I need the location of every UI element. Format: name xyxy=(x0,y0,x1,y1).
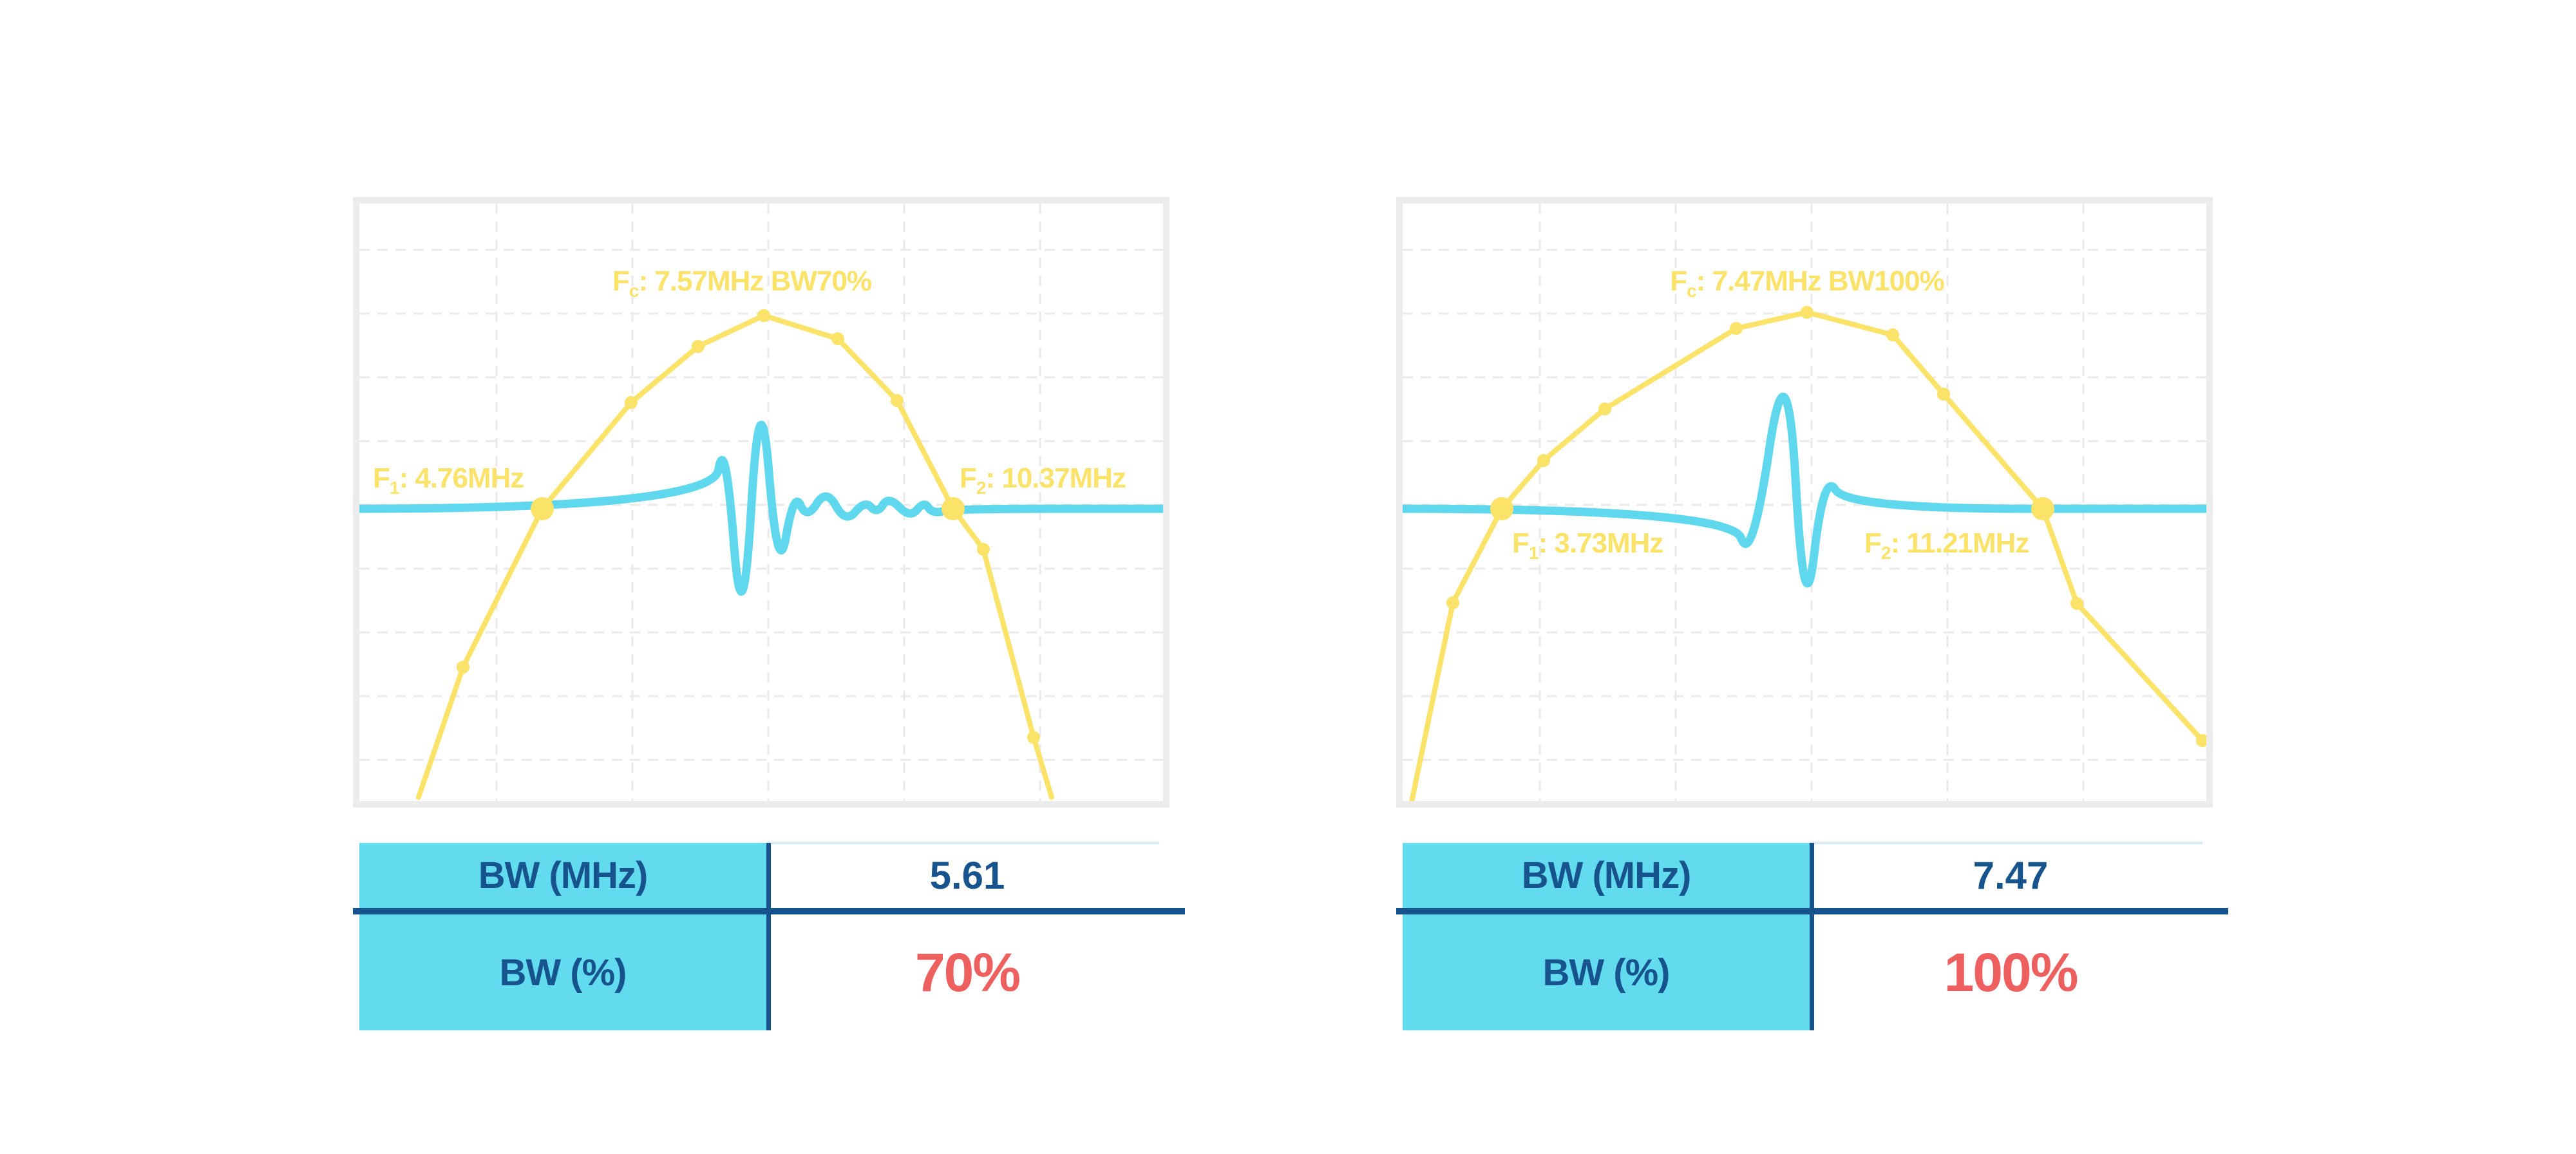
f1-label: F1: 3.73MHz xyxy=(1512,527,1663,563)
chart-frame xyxy=(353,197,1170,808)
bw-mhz-value-text: 7.47 xyxy=(1973,854,2049,897)
bw-mhz-header-label: BW (MHz) xyxy=(1521,855,1692,896)
table-top-rule xyxy=(1810,842,2202,844)
spectrum-markers xyxy=(457,309,1040,744)
bw-pct-value: 100% xyxy=(1814,914,2207,1030)
chart-frame xyxy=(1396,197,2213,808)
bw-mhz-value-text: 5.61 xyxy=(929,854,1005,897)
bw70-spectrum-chart: Fc: 7.57MHz BW70% F1: 4.76MHz F2: 10.37MHz xyxy=(353,197,1170,808)
center-frequency-label: Fc: 7.57MHz BW70% xyxy=(612,265,871,301)
bw-pct-value-text: 70% xyxy=(914,941,1021,1003)
plot-background xyxy=(1396,197,2213,808)
bw-pct-header: BW (%) xyxy=(1403,914,1810,1030)
bw70-summary-table: BW (MHz) BW (%) 5.61 70% xyxy=(353,842,1185,1030)
table-top-rule xyxy=(766,842,1159,844)
bw100-spectrum-chart: Fc: 7.47MHz BW100% F1: 3.73MHz F2: 11.21MH… xyxy=(1396,197,2213,808)
bw-mhz-value: 5.61 xyxy=(771,843,1164,908)
center-frequency-label: Fc: 7.47MHz BW100% xyxy=(1670,265,1944,301)
table-column-divider xyxy=(766,843,771,1030)
f2-label: F2: 10.37MHz xyxy=(960,462,1126,498)
plot-background xyxy=(353,197,1170,808)
spectrum-bw70-svg: Fc: 7.57MHz BW70% F1: 4.76MHz F2: 10.37MHz xyxy=(353,197,1170,808)
bw-mhz-header: BW (MHz) xyxy=(359,843,766,908)
bw-pct-header-label: BW (%) xyxy=(499,951,627,994)
spectrum-bw100-svg: Fc: 7.47MHz BW100% F1: 3.73MHz F2: 11.21MH… xyxy=(1396,197,2213,808)
bw-mhz-value: 7.47 xyxy=(1814,843,2207,908)
gridlines xyxy=(1403,203,2206,801)
bw-pct-header: BW (%) xyxy=(359,914,766,1030)
pulse-waveform xyxy=(1398,392,2211,588)
pulse-waveform xyxy=(355,421,1168,596)
table-column-divider xyxy=(1810,843,1814,1030)
bw-pct-value: 70% xyxy=(771,914,1164,1030)
bw-pct-header-label: BW (%) xyxy=(1542,951,1671,994)
bw-pct-value-text: 100% xyxy=(1944,941,2079,1003)
spectrum-curve xyxy=(1409,310,2205,804)
bw-mhz-header: BW (MHz) xyxy=(1403,843,1810,908)
f2-label: F2: 11.21MHz xyxy=(1864,527,2029,563)
bw100-summary-table: BW (MHz) BW (%) 7.47 100% xyxy=(1396,842,2228,1030)
f1-label: F1: 4.76MHz xyxy=(373,462,524,498)
spectrum-curve xyxy=(416,313,1054,800)
spectrum-markers xyxy=(1446,306,2209,747)
bw-mhz-header-label: BW (MHz) xyxy=(478,855,649,896)
